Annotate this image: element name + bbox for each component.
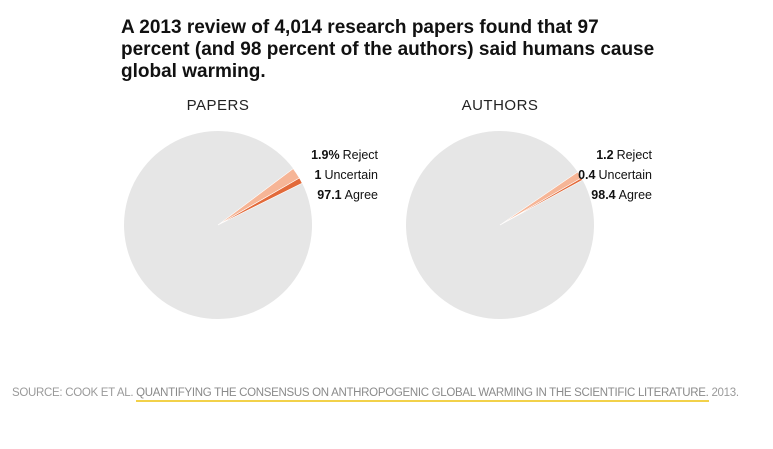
pie-chart-papers: PAPERS 1.9% Reject 1 Uncertain 97.1 Agree [124, 97, 379, 320]
source-link[interactable]: QUANTIFYING THE CONSENSUS ON ANTHROPOGEN… [136, 387, 709, 402]
pie-label-name: Agree [345, 188, 378, 202]
pie-label-name: Uncertain [598, 168, 652, 182]
pie-label-value: 97.1 [317, 188, 341, 202]
pie-title: PAPERS [187, 97, 250, 114]
pie-slice-uncertain [499, 177, 583, 226]
pie-label-agree: 98.4 Agree [591, 188, 652, 202]
source-prefix: SOURCE: COOK ET AL. [12, 387, 137, 399]
pie-label-reject: 1.9% Reject [311, 148, 378, 162]
source-note: SOURCE: COOK ET AL. QUANTIFYING THE CONS… [12, 383, 767, 403]
pie-label-value: 1.9% [311, 148, 340, 162]
source-year: 2013. [708, 387, 739, 399]
pie-label-value: 0.4 [578, 168, 595, 182]
pie-label-uncertain: 1 Uncertain [315, 168, 378, 182]
pie-label-name: Agree [619, 188, 652, 202]
pie-label-uncertain: 0.4 Uncertain [578, 168, 652, 182]
chart-headline: A 2013 review of 4,014 research papers f… [121, 17, 655, 82]
pie-label-value: 1.2 [596, 148, 613, 162]
pie-label-reject: 1.2 Reject [596, 148, 652, 162]
pie-title: AUTHORS [462, 97, 539, 114]
pie-slice-uncertain [217, 177, 303, 226]
pie-label-value: 1 [315, 168, 322, 182]
pie-label-name: Uncertain [324, 168, 378, 182]
pie-label-name: Reject [343, 148, 379, 162]
pie-chart-authors: AUTHORS 1.2 Reject 0.4 Uncertain 98.4 Agree [406, 97, 653, 320]
pie-label-agree: 97.1 Agree [317, 188, 378, 202]
pie-label-name: Reject [617, 148, 653, 162]
pie-label-value: 98.4 [591, 188, 615, 202]
